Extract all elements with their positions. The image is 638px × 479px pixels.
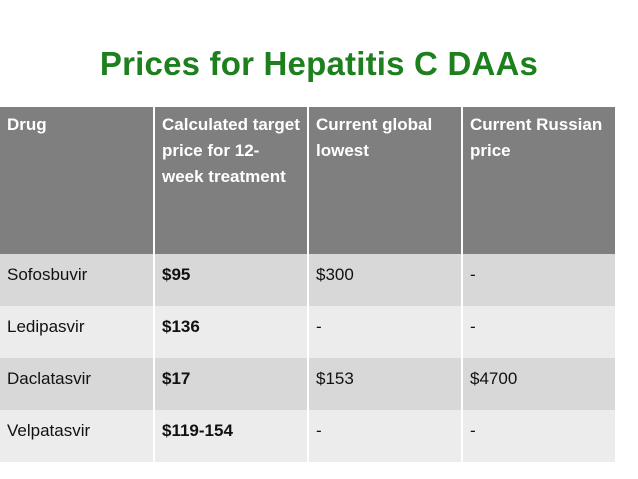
header-global-lowest: Current global lowest [307, 107, 462, 254]
cell-drug: Daclatasvir [7, 369, 92, 388]
price-table: Drug Calculated target price for 12-week… [0, 107, 615, 462]
cell-global-lowest: - [307, 306, 462, 358]
cell-target-price: $17 [153, 358, 308, 410]
header-russian-price: Current Russian price [461, 107, 615, 254]
cell-global-lowest: - [307, 410, 462, 462]
cell-drug: Velpatasvir [7, 421, 91, 440]
cell-global-lowest: $300 [307, 254, 462, 306]
table-row: Ledipasvir $136 - - [0, 306, 615, 358]
cell-target-price: $136 [153, 306, 308, 358]
cell-target-price: $119-154 [153, 410, 308, 462]
cell-global-lowest: $153 [307, 358, 462, 410]
table-row: Daclatasvir $17 $153 $4700 [0, 358, 615, 410]
cell-russian-price: $4700 [461, 358, 615, 410]
cell-target-price: $95 [153, 254, 308, 306]
header-drug: Drug [7, 115, 47, 134]
table-row: Velpatasvir $119-154 - - [0, 410, 615, 462]
cell-russian-price: - [461, 254, 615, 306]
cell-drug: Sofosbuvir [7, 265, 88, 284]
header-target-price: Calculated target price for 12-week trea… [153, 107, 308, 254]
table-row: Sofosbuvir $95 $300 - [0, 254, 615, 306]
cell-russian-price: - [461, 306, 615, 358]
cell-drug: Ledipasvir [7, 317, 85, 336]
table-header-row: Drug Calculated target price for 12-week… [0, 107, 615, 254]
cell-russian-price: - [461, 410, 615, 462]
slide-title: Prices for Hepatitis C DAAs [99, 45, 539, 82]
